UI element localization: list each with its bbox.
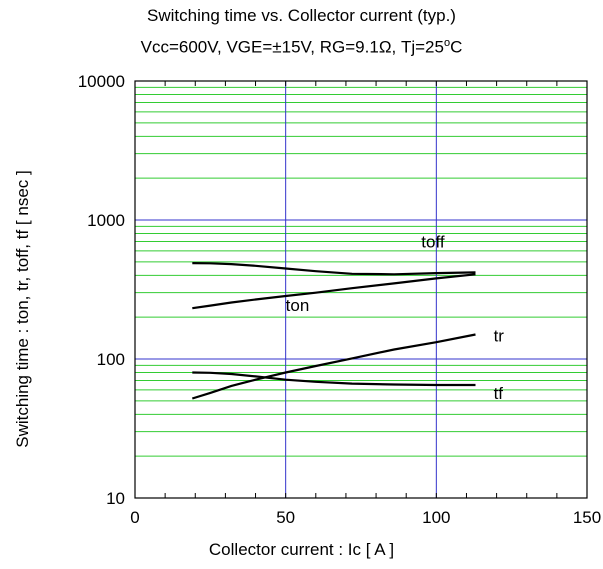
chart-subtitle: Vcc=600V, VGE=±15V, RG=9.1Ω, Tj=25oC: [0, 37, 603, 58]
subtitle-unit: C: [450, 37, 463, 57]
subtitle-degree-sign: o: [443, 37, 451, 49]
series-line-toff: [192, 262, 476, 276]
series-line-tf: [192, 371, 476, 387]
series-label-toff: toff: [421, 233, 445, 252]
series-line-tr: [191, 333, 476, 400]
y-tick-label: 100: [97, 350, 125, 369]
x-tick-label: 100: [422, 508, 450, 527]
plot-frame: [134, 80, 588, 499]
chart-title: Switching time vs. Collector current (ty…: [147, 6, 456, 25]
series-label-ton: ton: [286, 296, 310, 315]
x-tick-label: 50: [276, 508, 295, 527]
x-axis-label: Collector current : Ic [ A ]: [208, 540, 395, 559]
series-label-tf: tf: [494, 384, 504, 403]
subtitle-conditions: Vcc=600V, VGE=±15V, RG=9.1Ω, Tj=25: [140, 37, 444, 57]
series-label-tr: tr: [494, 326, 505, 345]
series-line-ton: [192, 273, 476, 310]
y-tick-label: 10000: [78, 72, 125, 91]
x-tick-label: 0: [130, 508, 139, 527]
x-tick-label: 150: [573, 508, 601, 527]
y-tick-label: 10: [106, 489, 125, 508]
y-tick-label: 1000: [87, 211, 125, 230]
